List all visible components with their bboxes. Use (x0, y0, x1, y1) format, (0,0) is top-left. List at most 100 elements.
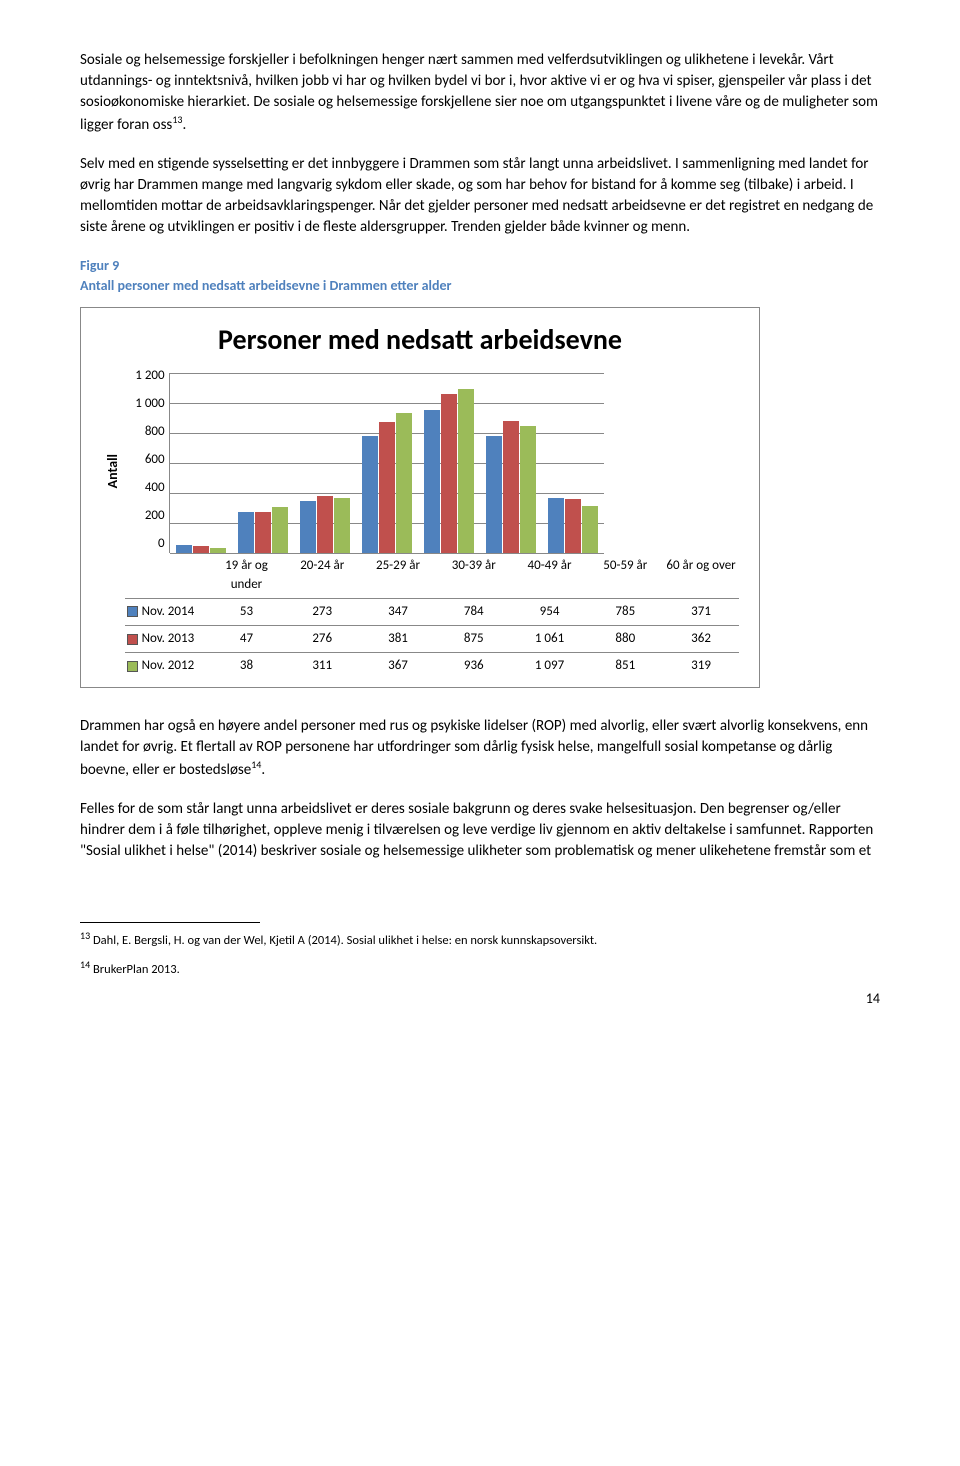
value-cell: 362 (663, 625, 739, 652)
gridline (170, 553, 604, 554)
value-cell: 311 (284, 652, 360, 679)
value-cell: 381 (360, 625, 436, 652)
figure-label: Figur 9 (80, 256, 880, 276)
paragraph-2: Selv med en stigende sysselsetting er de… (80, 154, 880, 238)
bar (362, 436, 378, 554)
bar (503, 421, 519, 553)
y-tick: 400 (125, 479, 165, 497)
value-cell: 319 (663, 652, 739, 679)
category-row: 19 år og under20-24 år25-29 år30-39 år40… (125, 553, 739, 597)
bar (176, 545, 192, 553)
value-cell: 936 (436, 652, 512, 679)
category-cell: 25-29 år (360, 553, 436, 597)
bar (520, 426, 536, 554)
paragraph-1: Sosiale og helsemessige forskjeller i be… (80, 50, 880, 136)
page-number: 14 (80, 989, 880, 1009)
bar-group (542, 498, 604, 554)
bar-group (480, 421, 542, 553)
category-cell: 19 år og under (209, 553, 285, 597)
data-row: Nov. 2014 53273347784954785371 (125, 598, 739, 625)
value-cell: 784 (436, 598, 512, 625)
bar (424, 410, 440, 553)
value-cell: 875 (436, 625, 512, 652)
footnote-14: 14 BrukerPlan 2013. (80, 958, 880, 979)
bar (210, 548, 226, 554)
bar (255, 512, 271, 553)
legend-swatch (127, 661, 138, 672)
data-row: Nov. 2013 472763818751 061880362 (125, 625, 739, 652)
value-cell: 367 (360, 652, 436, 679)
y-tick: 1 000 (125, 395, 165, 413)
bar-group (232, 507, 294, 554)
value-cell: 371 (663, 598, 739, 625)
category-cell: 50-59 år (587, 553, 663, 597)
y-tick: 200 (125, 507, 165, 525)
plot-area (169, 373, 604, 553)
bar (193, 546, 209, 553)
value-cell: 785 (587, 598, 663, 625)
data-row: Nov. 2012383113679361 097851319 (125, 652, 739, 679)
y-ticks: 1 200 1 000 800 600 400 200 0 (125, 367, 169, 553)
figure-caption: Antall personer med nedsatt arbeidsevne … (80, 276, 880, 296)
paragraph-4: Felles for de som står langt unna arbeid… (80, 799, 880, 862)
legend-cell: Nov. 2012 (125, 652, 209, 679)
p1-text: Sosiale og helsemessige forskjeller i be… (80, 51, 878, 134)
bar (300, 501, 316, 553)
bar (458, 389, 474, 554)
footnote-14-num: 14 (80, 958, 90, 971)
chart-title: Personer med nedsatt arbeidsevne (101, 320, 739, 359)
bar (486, 436, 502, 554)
legend-cell: Nov. 2014 (125, 598, 209, 625)
value-cell: 53 (209, 598, 285, 625)
footnote-13: 13 Dahl, E. Bergsli, H. og van der Wel, … (80, 929, 880, 950)
bar-group (356, 413, 418, 553)
footnote-13-num: 13 (80, 929, 90, 942)
legend-label: Nov. 2013 (142, 630, 195, 648)
legend-cell: Nov. 2013 (125, 625, 209, 652)
y-tick: 1 200 (125, 367, 165, 385)
value-cell: 954 (512, 598, 588, 625)
bar (238, 512, 254, 553)
bar (379, 422, 395, 553)
bar-group (294, 496, 356, 553)
y-axis-label: Antall (101, 454, 125, 488)
value-cell: 851 (587, 652, 663, 679)
value-cell: 1 061 (512, 625, 588, 652)
bar (334, 498, 350, 553)
value-cell: 1 097 (512, 652, 588, 679)
chart-container: Personer med nedsatt arbeidsevne Antall … (80, 307, 760, 688)
value-cell: 276 (284, 625, 360, 652)
bar (441, 394, 457, 553)
legend-label: Nov. 2012 (142, 657, 195, 675)
value-cell: 273 (284, 598, 360, 625)
category-cell: 40-49 år (512, 553, 588, 597)
p1-end: . (182, 116, 186, 134)
footnote-separator (80, 922, 260, 923)
y-tick: 0 (125, 535, 165, 553)
bar (548, 498, 564, 554)
legend-swatch (127, 606, 138, 617)
legend-label: Nov. 2014 (142, 603, 195, 621)
p3-sup: 14 (251, 758, 261, 771)
footnote-14-text: BrukerPlan 2013. (90, 962, 180, 977)
category-cell: 60 år og over (663, 553, 739, 597)
p3-text: Drammen har også en høyere andel persone… (80, 717, 868, 779)
legend-swatch (127, 634, 138, 645)
bar-group (170, 545, 232, 553)
y-tick: 600 (125, 451, 165, 469)
bar (272, 507, 288, 554)
bar (582, 506, 598, 554)
bar (396, 413, 412, 553)
footnote-13-text: Dahl, E. Bergsli, H. og van der Wel, Kje… (90, 933, 597, 948)
bar (565, 499, 581, 553)
p3-end: . (261, 761, 265, 779)
value-cell: 347 (360, 598, 436, 625)
y-tick: 800 (125, 423, 165, 441)
category-cell: 30-39 år (436, 553, 512, 597)
value-cell: 880 (587, 625, 663, 652)
category-cell: 20-24 år (284, 553, 360, 597)
bar (317, 496, 333, 553)
p1-sup: 13 (172, 113, 182, 126)
paragraph-3: Drammen har også en høyere andel persone… (80, 716, 880, 781)
value-cell: 47 (209, 625, 285, 652)
